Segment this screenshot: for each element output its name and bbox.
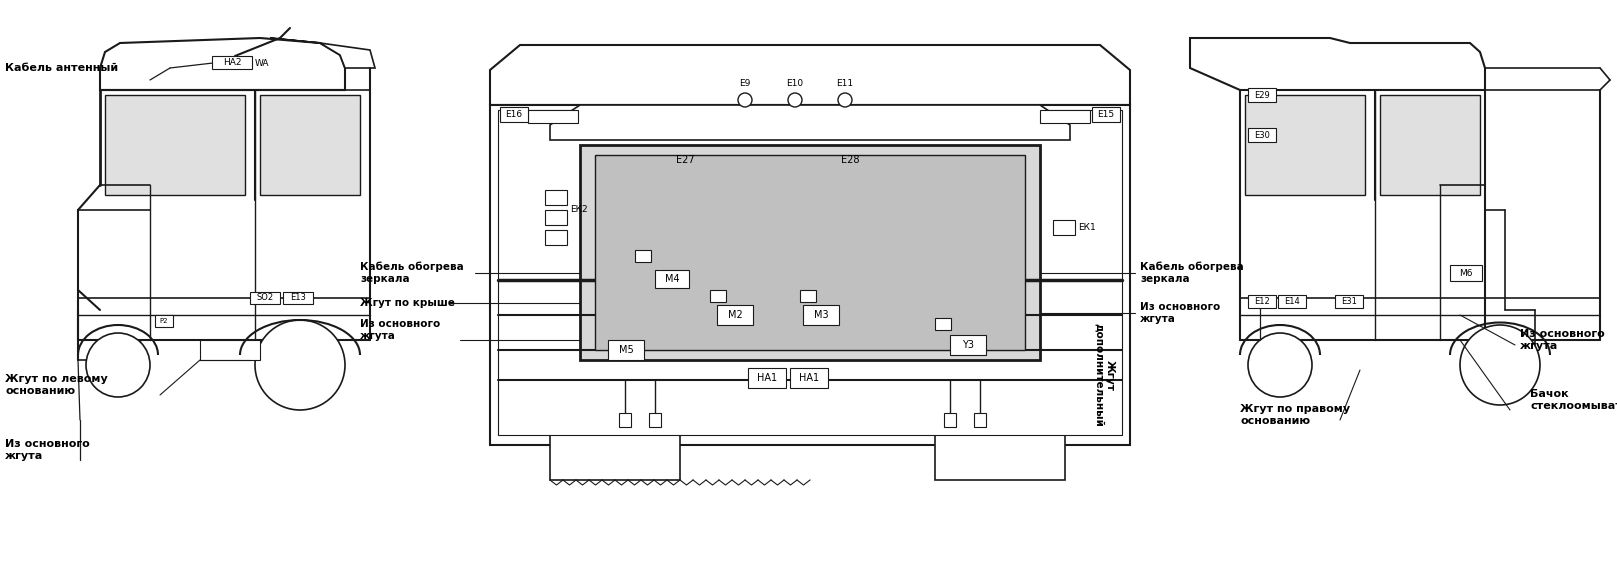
Text: SO2: SO2	[257, 293, 273, 302]
Bar	[619, 413, 631, 427]
Text: M2: M2	[728, 310, 742, 320]
Text: НА2: НА2	[223, 58, 241, 67]
Bar	[1245, 95, 1365, 195]
Bar	[635, 250, 652, 262]
Bar	[1248, 295, 1276, 308]
Circle shape	[787, 93, 802, 107]
Bar	[251, 292, 280, 304]
Polygon shape	[100, 38, 344, 90]
Text: E9: E9	[739, 79, 750, 88]
Bar	[1053, 220, 1075, 235]
Text: E31: E31	[1340, 297, 1357, 306]
Bar	[105, 95, 246, 195]
Circle shape	[1248, 333, 1311, 397]
Text: ЕК2: ЕК2	[571, 205, 587, 215]
Bar	[951, 335, 986, 355]
Text: Y3: Y3	[962, 340, 973, 350]
Circle shape	[737, 93, 752, 107]
Text: Кабель обогрева
зеркала: Кабель обогрева зеркала	[361, 262, 464, 284]
Text: Из основного
жгута: Из основного жгута	[5, 439, 91, 461]
Bar	[800, 290, 817, 302]
Text: НА1: НА1	[799, 373, 820, 383]
Text: E27: E27	[676, 155, 694, 165]
Polygon shape	[550, 105, 1070, 140]
Bar	[212, 56, 252, 69]
Bar	[201, 340, 260, 360]
Bar	[935, 425, 1066, 480]
Text: E11: E11	[836, 79, 854, 88]
Bar	[648, 413, 661, 427]
Text: M4: M4	[665, 274, 679, 284]
Bar	[749, 368, 786, 388]
Text: Бачок
стеклоомывателя: Бачок стеклоомывателя	[1530, 389, 1617, 411]
Text: ЕК1: ЕК1	[1079, 223, 1096, 231]
Text: E15: E15	[1098, 110, 1114, 119]
Text: M6: M6	[1459, 269, 1473, 277]
Text: Жгут по крыше: Жгут по крыше	[361, 298, 454, 308]
Bar	[581, 145, 1040, 360]
Bar	[1450, 265, 1483, 281]
Bar	[973, 413, 986, 427]
Circle shape	[86, 333, 150, 397]
Text: Из основного
жгута: Из основного жгута	[1140, 302, 1221, 324]
Bar	[155, 315, 173, 327]
Polygon shape	[1190, 38, 1484, 90]
Circle shape	[255, 320, 344, 410]
Text: НА1: НА1	[757, 373, 778, 383]
Bar	[804, 305, 839, 325]
Circle shape	[1460, 325, 1539, 405]
Bar	[550, 425, 681, 480]
Bar	[1091, 107, 1121, 122]
Bar	[655, 270, 689, 288]
Bar	[1248, 128, 1276, 142]
Bar	[935, 318, 951, 330]
Text: E29: E29	[1255, 91, 1269, 99]
Polygon shape	[270, 38, 375, 68]
Text: Жгут по левому
основанию: Жгут по левому основанию	[5, 374, 108, 396]
Bar	[498, 110, 1122, 435]
Bar	[1248, 88, 1276, 102]
Text: M3: M3	[813, 310, 828, 320]
Text: E28: E28	[841, 155, 859, 165]
Text: P2: P2	[160, 318, 168, 324]
Bar	[1040, 110, 1090, 123]
Text: E30: E30	[1255, 130, 1269, 139]
Bar	[944, 413, 956, 427]
Text: E16: E16	[506, 110, 522, 119]
Text: E13: E13	[289, 293, 306, 302]
Bar	[1379, 95, 1480, 195]
Bar	[545, 210, 568, 225]
Text: Из основного
жгута: Из основного жгута	[1520, 329, 1604, 351]
Bar	[500, 107, 529, 122]
Text: Кабель обогрева
зеркала: Кабель обогрева зеркала	[1140, 262, 1243, 284]
Bar	[283, 292, 314, 304]
Text: Из основного
жгута: Из основного жгута	[361, 319, 440, 341]
Text: E12: E12	[1255, 297, 1269, 306]
Text: Жгут
дополнительный: Жгут дополнительный	[1093, 323, 1116, 427]
Bar	[791, 368, 828, 388]
Text: M5: M5	[619, 345, 634, 355]
Bar	[716, 305, 754, 325]
Bar	[529, 110, 577, 123]
Text: Жгут по правому
основанию: Жгут по правому основанию	[1240, 404, 1350, 426]
Bar	[595, 155, 1025, 350]
Bar	[1277, 295, 1307, 308]
Text: Кабель антенный: Кабель антенный	[5, 63, 118, 73]
Bar	[260, 95, 361, 195]
Bar	[545, 190, 568, 205]
Text: E14: E14	[1284, 297, 1300, 306]
Text: WA: WA	[255, 59, 270, 68]
Bar	[545, 230, 568, 245]
Bar	[490, 105, 1130, 445]
Circle shape	[838, 93, 852, 107]
Bar	[1336, 295, 1363, 308]
Polygon shape	[490, 45, 1130, 105]
Bar	[710, 290, 726, 302]
Text: E10: E10	[786, 79, 804, 88]
Bar	[608, 340, 644, 360]
